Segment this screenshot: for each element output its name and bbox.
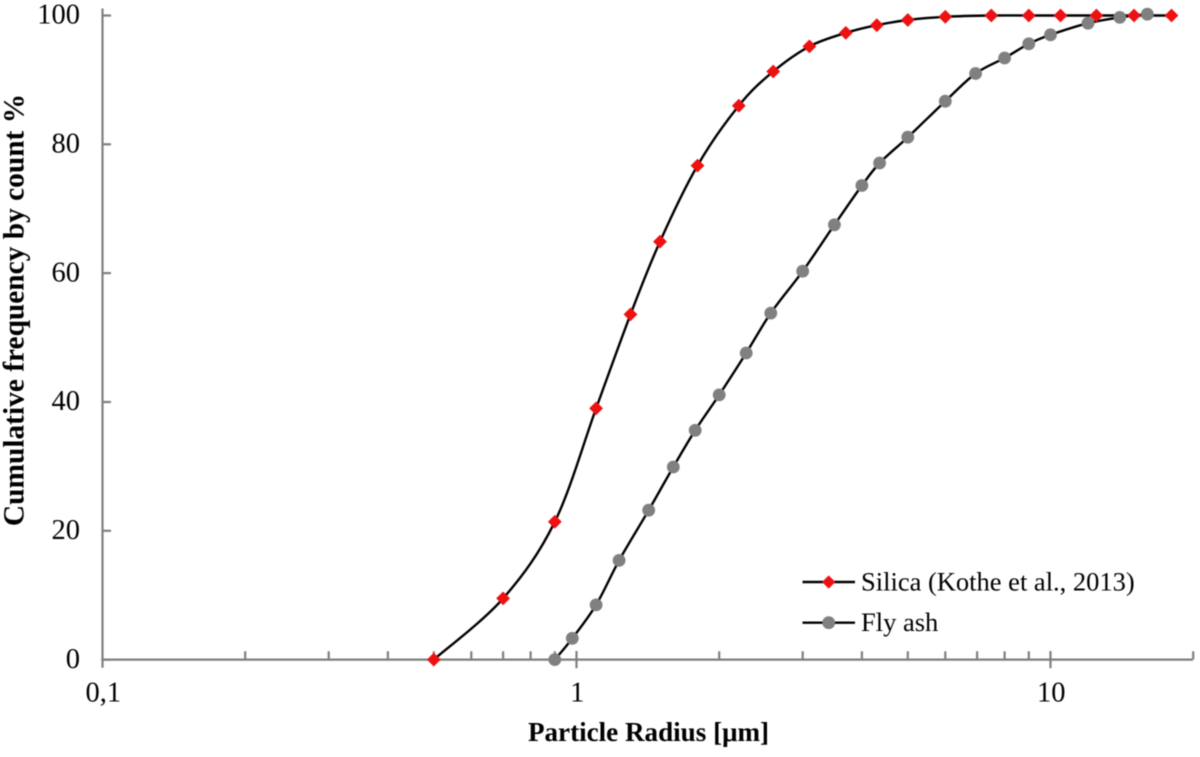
svg-text:1: 1 <box>570 678 584 709</box>
svg-text:0: 0 <box>66 644 80 675</box>
svg-text:100: 100 <box>37 0 80 31</box>
svg-text:0,1: 0,1 <box>85 678 121 709</box>
svg-text:Silica (Kothe et al., 2013): Silica (Kothe et al., 2013) <box>861 567 1135 597</box>
svg-text:60: 60 <box>52 257 81 288</box>
svg-text:Particle Radius [μm]: Particle Radius [μm] <box>528 717 769 747</box>
svg-text:Cumulative frequency by count: Cumulative frequency by count % <box>0 94 31 526</box>
svg-text:40: 40 <box>52 386 81 417</box>
svg-text:80: 80 <box>52 129 81 160</box>
svg-text:10: 10 <box>1037 678 1066 709</box>
svg-text:20: 20 <box>52 515 81 546</box>
svg-text:Fly ash: Fly ash <box>861 607 938 637</box>
